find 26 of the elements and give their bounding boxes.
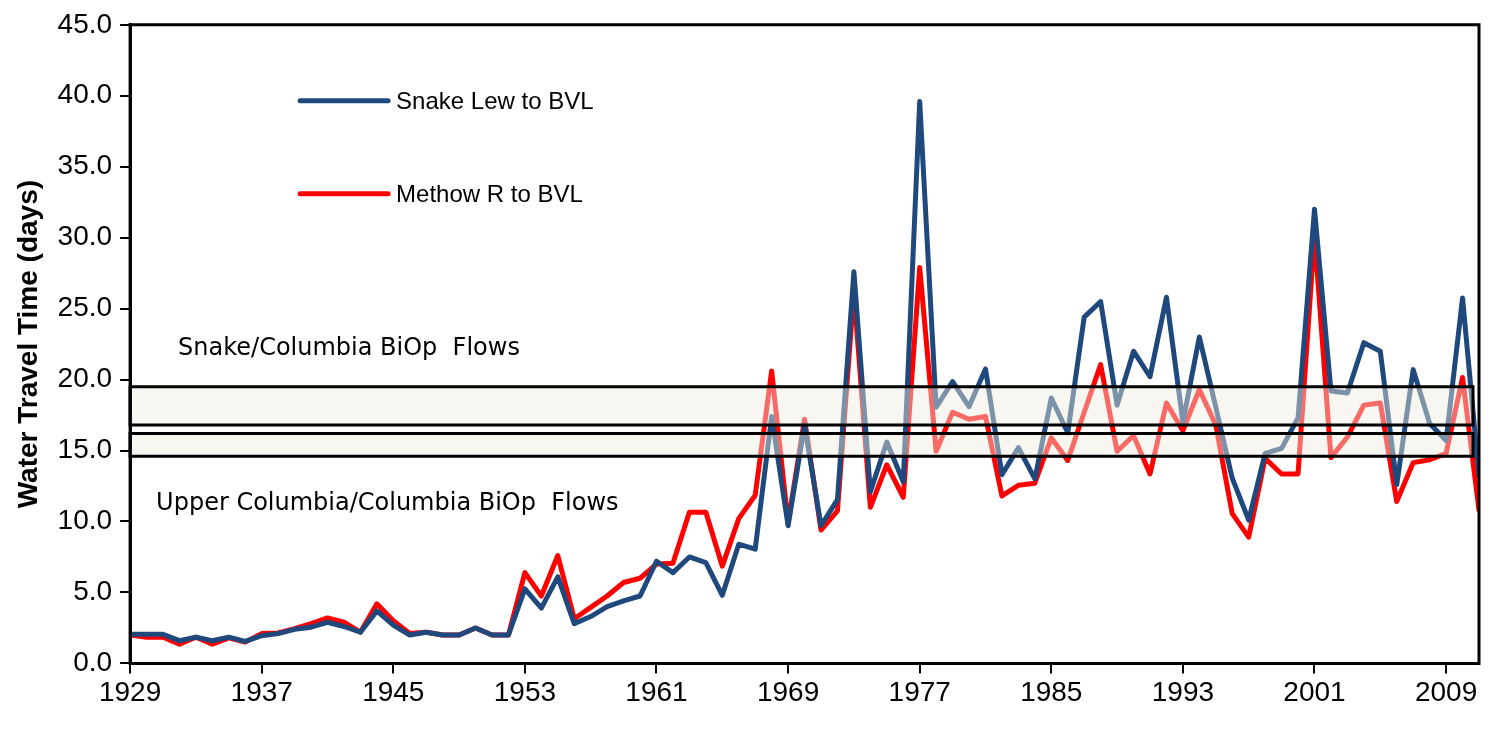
- x-tick-label: 1929: [98, 675, 162, 707]
- x-tick-label: 1953: [493, 675, 557, 707]
- y-tick-label: 0.0: [73, 646, 113, 678]
- x-tick-label: 1993: [1151, 675, 1215, 707]
- x-tick-label: 1969: [756, 675, 820, 707]
- band-label: Snake/Columbia BiOp Flows: [178, 332, 520, 361]
- y-tick-label: 25.0: [57, 291, 113, 323]
- y-axis-title: Water Travel Time (days): [11, 179, 43, 509]
- x-tick-label: 2009: [1414, 675, 1478, 707]
- y-tick-label: 45.0: [57, 7, 113, 39]
- y-tick-label: 10.0: [57, 504, 113, 536]
- y-tick-label: 35.0: [57, 149, 113, 181]
- legend-label: Methow R to BVL: [396, 180, 583, 208]
- x-tick-label: 1945: [362, 675, 425, 707]
- y-tick-label: 40.0: [57, 78, 113, 110]
- y-tick-label: 15.0: [57, 433, 113, 465]
- legend-label: Snake Lew to BVL: [396, 87, 594, 115]
- y-tick-label: 30.0: [57, 220, 113, 252]
- x-tick-label: 1985: [1020, 675, 1083, 707]
- y-tick-label: 5.0: [73, 575, 113, 607]
- x-tick-label: 1961: [625, 675, 688, 707]
- band-label: Upper Columbia/Columbia BiOp Flows: [156, 488, 619, 517]
- y-tick-label: 20.0: [57, 362, 113, 394]
- x-tick-label: 2001: [1283, 675, 1346, 707]
- x-tick-label: 1937: [230, 675, 293, 707]
- x-tick-label: 1977: [888, 675, 951, 707]
